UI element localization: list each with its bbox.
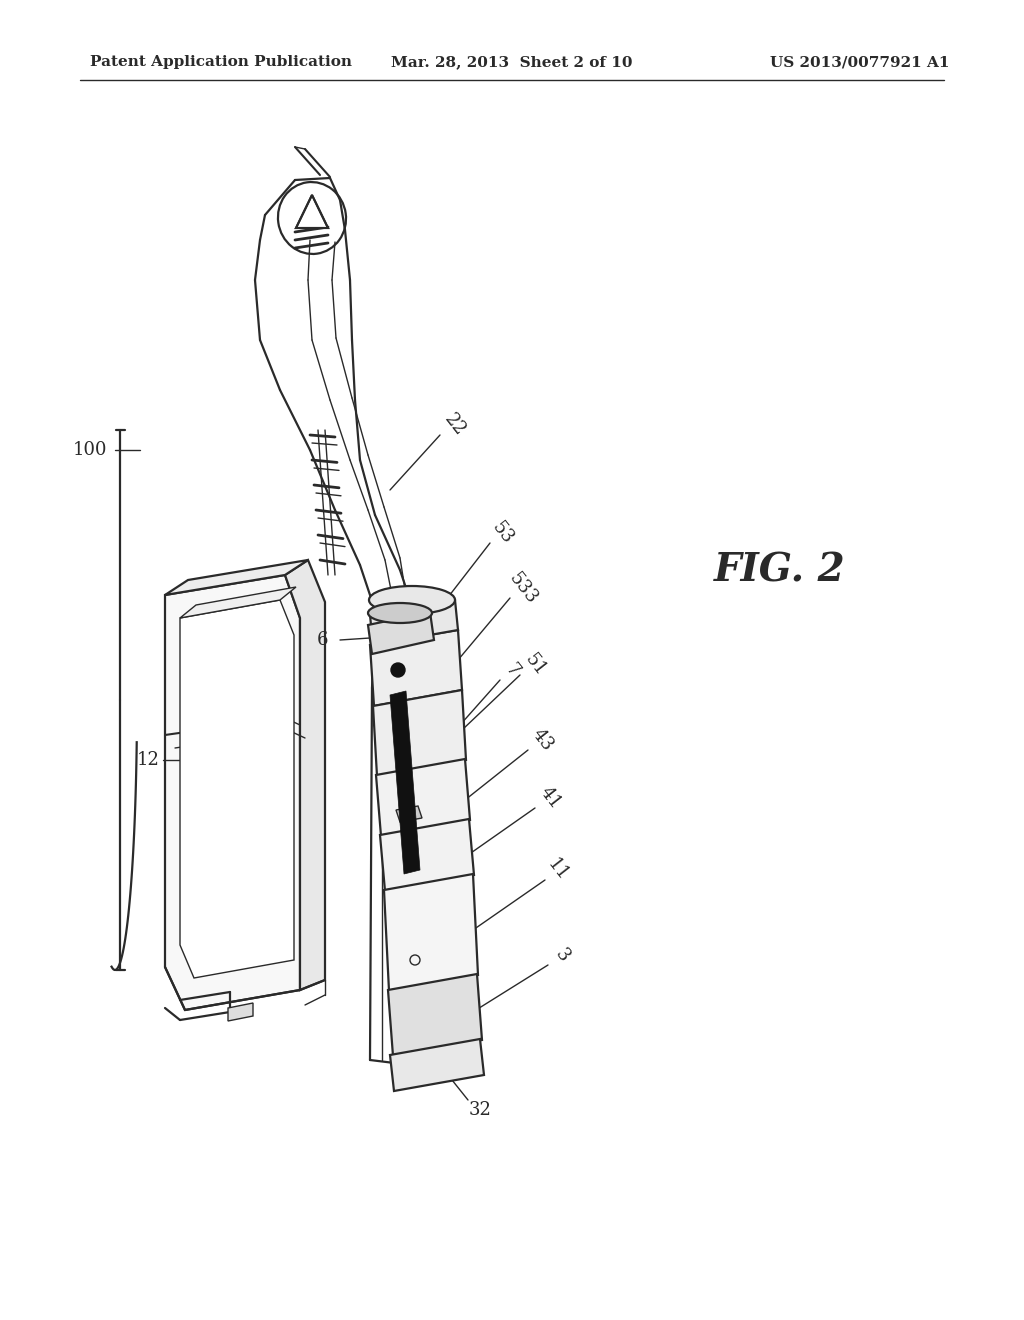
Polygon shape xyxy=(390,1039,484,1092)
Polygon shape xyxy=(285,560,325,990)
Polygon shape xyxy=(370,630,462,706)
Text: 6: 6 xyxy=(316,631,328,649)
Polygon shape xyxy=(228,1003,253,1020)
Ellipse shape xyxy=(368,603,432,623)
Text: 533: 533 xyxy=(505,569,541,607)
Polygon shape xyxy=(396,807,422,822)
Polygon shape xyxy=(375,603,450,624)
Polygon shape xyxy=(373,690,466,776)
Text: 51: 51 xyxy=(521,651,549,680)
Text: 7: 7 xyxy=(502,660,522,680)
Text: Mar. 28, 2013  Sheet 2 of 10: Mar. 28, 2013 Sheet 2 of 10 xyxy=(391,55,633,69)
Text: 43: 43 xyxy=(527,726,556,755)
Text: 32: 32 xyxy=(469,1101,492,1119)
Text: US 2013/0077921 A1: US 2013/0077921 A1 xyxy=(770,55,950,69)
Polygon shape xyxy=(384,874,478,991)
Polygon shape xyxy=(180,587,296,618)
Polygon shape xyxy=(380,818,474,891)
Polygon shape xyxy=(165,576,300,1010)
Text: Patent Application Publication: Patent Application Publication xyxy=(90,55,352,69)
Text: FIG. 2: FIG. 2 xyxy=(714,550,846,589)
Circle shape xyxy=(391,663,406,677)
Text: 100: 100 xyxy=(73,441,108,459)
Text: 41: 41 xyxy=(536,784,564,813)
Text: 12: 12 xyxy=(136,751,160,770)
Polygon shape xyxy=(390,690,420,874)
Ellipse shape xyxy=(369,586,455,614)
Polygon shape xyxy=(376,759,470,836)
Polygon shape xyxy=(296,195,328,228)
Polygon shape xyxy=(368,612,434,653)
Text: 11: 11 xyxy=(544,855,572,884)
Polygon shape xyxy=(370,601,458,645)
Polygon shape xyxy=(165,560,308,595)
Polygon shape xyxy=(388,974,482,1056)
Polygon shape xyxy=(180,601,294,978)
Text: 3: 3 xyxy=(551,945,572,965)
Text: 22: 22 xyxy=(441,411,469,440)
Text: 53: 53 xyxy=(487,519,516,548)
